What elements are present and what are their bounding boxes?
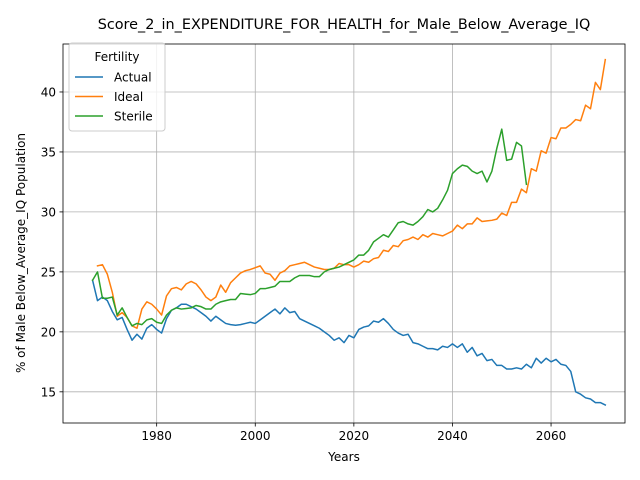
y-tick-label: 30 (41, 205, 56, 219)
y-tick-label: 15 (41, 385, 56, 399)
legend-label-ideal: Ideal (114, 90, 143, 104)
y-tick-label: 25 (41, 265, 56, 279)
legend: Fertility Actual Ideal Sterile (69, 43, 165, 131)
y-tick-label: 20 (41, 325, 56, 339)
x-axis-label: Years (327, 450, 360, 464)
y-tick-label: 40 (41, 85, 56, 99)
legend-label-sterile: Sterile (114, 110, 153, 124)
x-tick-label: 1980 (141, 429, 172, 443)
legend-label-actual: Actual (114, 71, 152, 85)
x-tick-label: 2040 (437, 429, 468, 443)
x-tick-label: 2020 (339, 429, 370, 443)
y-tick-label: 35 (41, 145, 56, 159)
legend-title: Fertility (94, 50, 139, 64)
y-axis-label: % of Male Below_Average_IQ Population (14, 133, 28, 373)
x-tick-label: 2000 (240, 429, 271, 443)
x-tick-label: 2060 (536, 429, 567, 443)
chart-title: Score_2_in_EXPENDITURE_FOR_HEALTH_for_Ma… (98, 17, 591, 33)
